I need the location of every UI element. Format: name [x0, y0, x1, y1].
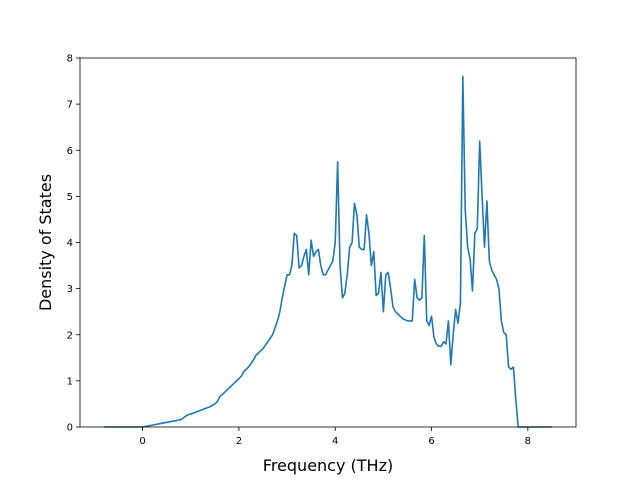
axes-frame	[79, 57, 577, 428]
x-tick-label: 6	[428, 436, 434, 447]
y-tick-label: 7	[67, 100, 73, 111]
y-tick-label: 1	[67, 376, 73, 387]
x-tick-label: 4	[332, 436, 338, 447]
y-tick-label: 3	[67, 284, 73, 295]
y-tick-label: 2	[67, 330, 73, 341]
y-axis: 0 1 2 3 4 5 6 7 8	[67, 54, 80, 434]
y-tick-label: 0	[67, 423, 73, 434]
y-axis-label: Density of States	[36, 174, 55, 311]
x-axis-label: Frequency (THz)	[263, 456, 393, 475]
x-axis: 0 2 4 6 8	[139, 427, 531, 447]
x-tick-label: 8	[525, 436, 531, 447]
y-tick-label: 6	[67, 146, 73, 157]
plot-area	[104, 75, 552, 428]
y-tick-label: 5	[67, 192, 73, 203]
dos-series-line	[104, 75, 552, 428]
x-tick-label: 0	[139, 436, 145, 447]
y-tick-label: 4	[67, 238, 73, 249]
x-tick-label: 2	[236, 436, 242, 447]
y-tick-label: 8	[67, 54, 73, 65]
